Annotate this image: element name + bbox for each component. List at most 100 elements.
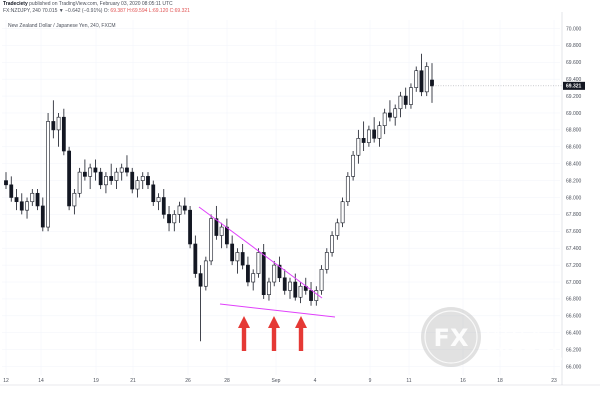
- candle: [424, 62, 429, 97]
- candle: [224, 218, 229, 249]
- candle-body: [140, 176, 145, 181]
- candle: [125, 155, 129, 177]
- y-tick-label: 67.600: [566, 229, 582, 235]
- candle-body: [156, 197, 161, 203]
- publisher-name[interactable]: Tradeciety: [3, 1, 28, 7]
- candle: [414, 66, 419, 92]
- candle: [119, 163, 124, 181]
- candle-body: [419, 70, 424, 93]
- y-tick-label: 68.400: [566, 161, 582, 167]
- candle: [261, 243, 266, 299]
- candle: [51, 100, 56, 139]
- candle-body: [246, 264, 250, 283]
- candle-body: [261, 252, 266, 296]
- candle-body: [93, 167, 98, 173]
- x-tick-label: 14: [38, 378, 44, 384]
- candle-body: [25, 201, 29, 211]
- candle-body: [388, 112, 392, 118]
- candle-body: [309, 290, 313, 301]
- candle: [345, 172, 350, 206]
- ohlc-open: 69.387: [110, 8, 126, 14]
- candle-body: [393, 108, 398, 118]
- candle-body: [172, 214, 177, 224]
- candle: [188, 205, 192, 249]
- candle: [156, 193, 161, 211]
- candle-body: [377, 125, 382, 139]
- candle-body: [182, 205, 187, 211]
- candle-body: [424, 66, 429, 93]
- y-tick-label: 67.400: [566, 246, 582, 252]
- candle: [240, 243, 245, 270]
- candle-body: [267, 281, 271, 296]
- y-tick-label: 67.200: [566, 263, 582, 269]
- y-tick-label: 67.800: [566, 212, 582, 218]
- candle-body: [151, 184, 156, 203]
- up-arrow: [295, 316, 307, 351]
- candle-body: [219, 226, 224, 236]
- candle-body: [272, 264, 277, 283]
- candle-body: [125, 167, 129, 173]
- y-tick-label: 67.000: [566, 280, 582, 286]
- candle-body: [4, 180, 8, 186]
- candle: [382, 108, 387, 135]
- candle-body: [130, 171, 135, 190]
- last-price-tag: [563, 81, 585, 90]
- candle-body: [314, 290, 319, 301]
- ohlc-high: H:69.594: [127, 8, 148, 14]
- up-arrow-head: [268, 316, 280, 328]
- x-tick-label: 26: [185, 378, 191, 384]
- candle-body: [298, 285, 303, 298]
- candle-body: [330, 235, 334, 253]
- candle-body: [114, 171, 119, 181]
- candle: [19, 193, 24, 215]
- candle: [335, 218, 340, 240]
- candle: [56, 112, 61, 147]
- candle-body: [135, 180, 140, 190]
- watermark-logo-text: FX: [434, 324, 469, 352]
- candle: [82, 159, 87, 181]
- candle: [151, 180, 156, 206]
- candle: [309, 282, 313, 306]
- candle-body: [214, 218, 219, 236]
- candle: [77, 167, 82, 198]
- candle-body: [251, 273, 256, 283]
- y-tick-label: 66.000: [566, 364, 582, 370]
- candle: [319, 265, 324, 295]
- candle-body: [372, 129, 377, 139]
- candle: [298, 282, 303, 304]
- x-tick-label: 9: [369, 378, 372, 384]
- candle: [251, 269, 256, 291]
- candle-body: [19, 201, 24, 211]
- y-tick-label: 68.800: [566, 128, 582, 134]
- watermark-en-text: FXCOOL: [486, 345, 562, 365]
- candle: [351, 151, 356, 181]
- candle: [25, 197, 29, 219]
- y-tick-label: 69.400: [566, 77, 582, 83]
- chart-header: Tradeciety published on TradingView.com,…: [3, 1, 563, 15]
- candle-body: [119, 167, 124, 173]
- candle-body: [430, 79, 434, 87]
- candle-body: [209, 218, 214, 262]
- ohlc-close: C:69.321: [169, 8, 190, 14]
- candle: [88, 163, 93, 190]
- candle-body: [256, 252, 261, 274]
- candle-body: [104, 176, 108, 186]
- candle: [377, 121, 382, 147]
- descending-trendline: [198, 206, 323, 299]
- candle: [430, 63, 434, 103]
- grid-lines: [2, 20, 560, 375]
- candle: [214, 205, 219, 240]
- x-tick-label: 11: [406, 378, 411, 384]
- candle-body: [177, 205, 182, 215]
- candle: [272, 260, 277, 287]
- y-tick-label: 70.000: [566, 26, 582, 32]
- candle-body: [351, 154, 356, 177]
- candle: [198, 265, 203, 342]
- candle: [330, 231, 334, 257]
- candle: [256, 248, 261, 278]
- candle-body: [403, 95, 408, 105]
- candle-body: [198, 273, 203, 287]
- candle-body: [193, 243, 198, 274]
- y-tick-label: 68.600: [566, 145, 582, 151]
